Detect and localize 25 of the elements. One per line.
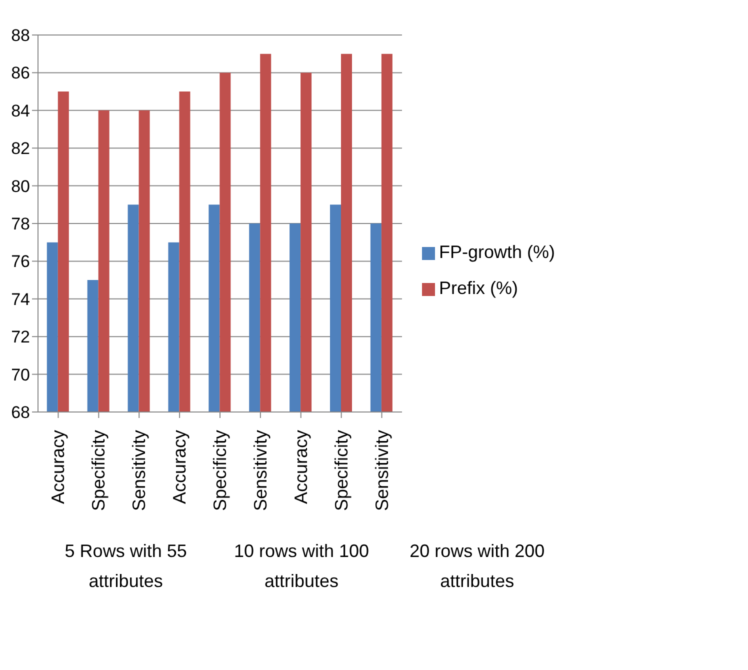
x-tick-label: Accuracy xyxy=(170,430,190,504)
text: 5 Rows with 55 attributes xyxy=(64,540,188,593)
text: 10 rows with 100 attributes xyxy=(232,540,370,593)
y-tick-label: 88 xyxy=(11,26,30,46)
text: 20 rows with 200 attributes xyxy=(408,540,546,593)
x-tick-label: Specificity xyxy=(331,430,352,512)
y-tick-label: 84 xyxy=(11,101,30,120)
x-tick-label: Sensitivity xyxy=(250,430,270,512)
x-tick-label: Specificity xyxy=(210,430,230,512)
y-tick-label: 80 xyxy=(11,176,30,196)
legend-label: Prefix (%) xyxy=(438,278,518,298)
x-tick-label: Sensitivity xyxy=(129,430,150,512)
y-tick-label: 82 xyxy=(11,139,30,158)
y-tick-label: 70 xyxy=(11,365,30,384)
y-tick-label: 78 xyxy=(11,214,30,234)
y-tick-label: 68 xyxy=(11,403,30,422)
x-tick-label: Specificity xyxy=(88,430,109,512)
x-tick-label: Accuracy xyxy=(48,430,68,504)
y-tick-label: 72 xyxy=(11,328,30,347)
x-tick-label: Sensitivity xyxy=(372,430,392,512)
y-tick-label: 86 xyxy=(11,64,30,83)
legend-label: FP-growth (%) xyxy=(438,242,555,262)
y-tick-label: 74 xyxy=(11,290,30,309)
x-tick-label: Accuracy xyxy=(290,430,311,504)
y-tick-label: 76 xyxy=(11,252,30,272)
